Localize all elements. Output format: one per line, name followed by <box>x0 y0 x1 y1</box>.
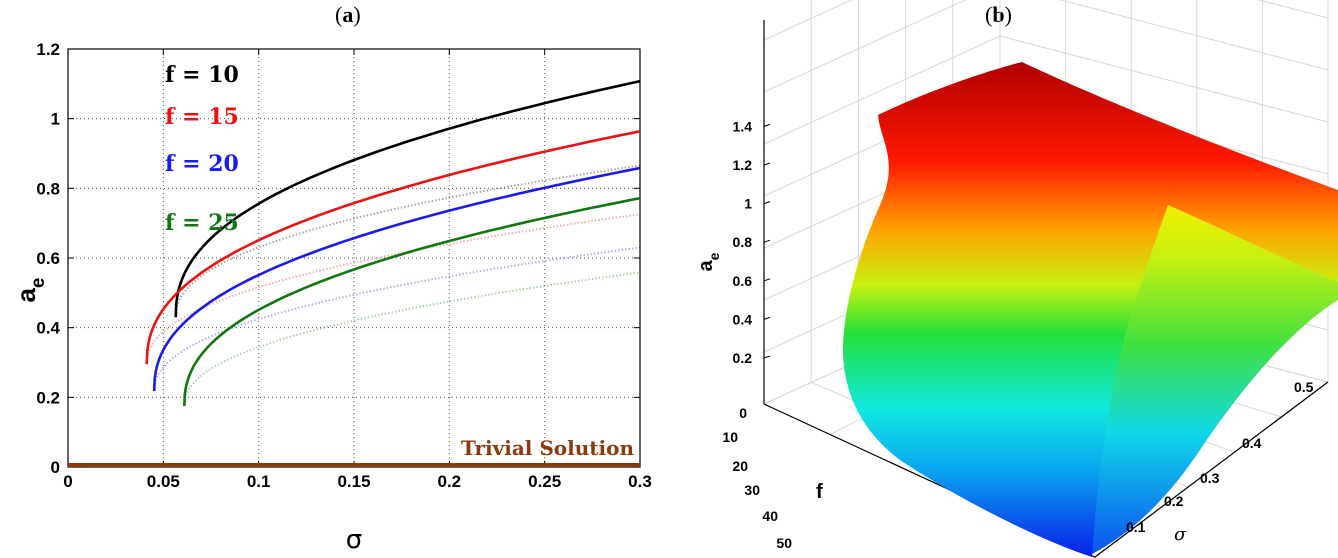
f-tick-label: 20 <box>732 458 748 474</box>
z-tick-mark <box>763 201 771 205</box>
wall-grid-line <box>1059 0 1329 71</box>
y-tick-label: 0.8 <box>36 179 60 198</box>
x-tick-label: 0.3 <box>628 472 652 491</box>
legend-entry: f = 10 <box>165 62 239 88</box>
f-tick-label: 50 <box>776 535 792 551</box>
wall-grid-line <box>763 35 1001 145</box>
sigma-tick-label: 0.2 <box>1164 493 1184 509</box>
z-tick-mark <box>763 278 771 282</box>
z-tick-label: 0.4 <box>733 311 753 327</box>
x-tick-label: 0.15 <box>337 472 370 491</box>
stable-branch-f25 <box>183 196 641 407</box>
f-tick-label: 30 <box>744 482 760 498</box>
chart-a: 0 0.05 0.1 0.15 0.2 0.25 0.3 0 0.2 0.4 0.6 0.8 1 1.2 σ… <box>11 40 652 555</box>
surface-main <box>842 62 1338 557</box>
sigma-tick-label: 0.3 <box>1200 470 1220 486</box>
z-tick-label: 1.4 <box>733 118 753 134</box>
y-tick-label: 0.6 <box>36 249 60 268</box>
wall-grid-line <box>1257 0 1329 19</box>
z-axis-label: ae <box>695 252 722 271</box>
wall-grid-line <box>999 35 1329 123</box>
x-axis-label: σ <box>346 525 362 555</box>
y-tick-label: 0.4 <box>36 319 60 338</box>
y-tick-label: 1 <box>51 110 60 129</box>
stable-branch-f15 <box>145 130 641 365</box>
x-tick-label: 0.1 <box>247 472 271 491</box>
z-tick-label: 0.2 <box>733 350 753 366</box>
z-tick-label: 0.6 <box>733 273 753 289</box>
z-tick-label: 1 <box>744 196 752 212</box>
z-tick-label: 0.8 <box>733 234 753 250</box>
y-tick-label: 1.2 <box>36 40 60 59</box>
x-tick-label: 0.2 <box>438 472 462 491</box>
y-tick-label: 0 <box>51 458 60 477</box>
unstable-branch-f15 <box>145 213 641 365</box>
panel-a-label: (a) <box>335 2 361 27</box>
z-tick-mark <box>763 239 771 243</box>
z-tick-mark <box>763 355 771 359</box>
x-tick-label: 0.05 <box>147 472 180 491</box>
stable-branch-f10 <box>174 79 641 318</box>
legend-entry: f = 20 <box>165 151 239 177</box>
y-tick-label: 0.2 <box>36 388 60 407</box>
y-axis-label: ae <box>11 277 49 302</box>
legend-entry: f = 15 <box>165 104 239 130</box>
panel-b-label: (b) <box>985 2 1012 27</box>
sigma-tick-label: 0.1 <box>1126 519 1146 535</box>
box-edge <box>763 381 1329 558</box>
sigma-tick-label: 0.5 <box>1294 379 1314 395</box>
unstable-branch-f25 <box>183 271 641 407</box>
z-tick-label: 1.2 <box>733 157 753 173</box>
z-tick-mark <box>763 162 771 166</box>
f-tick-label: 40 <box>762 508 778 524</box>
trivial-solution-label: Trivial Solution <box>461 436 634 460</box>
legend-entry: f = 25 <box>165 210 239 236</box>
z-tick-mark <box>763 316 771 320</box>
z-tick-label: 0 <box>739 405 747 421</box>
z-tick-mark <box>763 123 771 127</box>
x-tick-label: 0.25 <box>528 472 561 491</box>
wall-grid-line <box>763 0 967 93</box>
f-tick-label: 10 <box>722 429 738 445</box>
surface-side-face <box>1090 205 1338 555</box>
f-axis-label: f <box>816 481 823 503</box>
wall-grid-line <box>763 0 853 41</box>
stable-branch-f20 <box>152 166 641 392</box>
sigma-axis-label: σ <box>1174 524 1187 545</box>
sigma-tick-label: 0.4 <box>1242 435 1262 451</box>
x-tick-label: 0 <box>63 472 72 491</box>
